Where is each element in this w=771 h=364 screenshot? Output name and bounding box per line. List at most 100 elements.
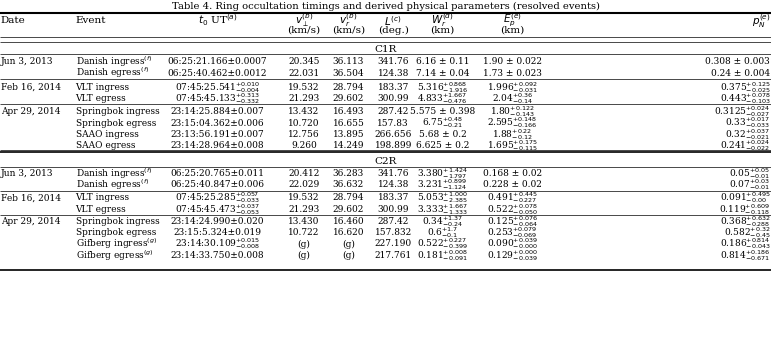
Text: 6.75$^{+0.48}_{-0.21}$: 6.75$^{+0.48}_{-0.21}$ xyxy=(422,115,463,130)
Text: VLT egress: VLT egress xyxy=(76,94,126,103)
Text: VLT ingress: VLT ingress xyxy=(76,83,130,92)
Text: 28.794: 28.794 xyxy=(333,194,364,202)
Text: 300.99: 300.99 xyxy=(378,205,409,214)
Text: 28.794: 28.794 xyxy=(333,83,364,92)
Text: 19.532: 19.532 xyxy=(288,83,319,92)
Text: VLT egress: VLT egress xyxy=(76,205,126,214)
Text: $W_r^{(d)}$: $W_r^{(d)}$ xyxy=(431,12,454,29)
Text: Springbok ingress: Springbok ingress xyxy=(76,107,160,116)
Text: (g): (g) xyxy=(298,251,310,260)
Text: 13.895: 13.895 xyxy=(332,130,365,139)
Text: $t_0$ UT$^{(a)}$: $t_0$ UT$^{(a)}$ xyxy=(197,13,237,28)
Text: 287.42: 287.42 xyxy=(378,107,409,116)
Text: SAAO egress: SAAO egress xyxy=(76,141,135,150)
Text: 23:15:5.324±0.019: 23:15:5.324±0.019 xyxy=(173,228,261,237)
Text: 2.04$^{+0.36}_{-0.14}$: 2.04$^{+0.36}_{-0.14}$ xyxy=(492,91,534,106)
Text: 157.83: 157.83 xyxy=(377,119,409,127)
Text: $E_p^{(e)}$: $E_p^{(e)}$ xyxy=(503,12,522,29)
Text: Gifberg ingress$^{(g)}$: Gifberg ingress$^{(g)}$ xyxy=(76,237,157,251)
Text: $p_N^{(e)}$: $p_N^{(e)}$ xyxy=(752,12,770,29)
Text: (g): (g) xyxy=(342,251,355,260)
Text: 07:45:25.285$^{+0.057}_{-0.033}$: 07:45:25.285$^{+0.057}_{-0.033}$ xyxy=(175,190,260,205)
Text: 29.602: 29.602 xyxy=(333,94,364,103)
Text: Event: Event xyxy=(76,16,106,25)
Text: 10.720: 10.720 xyxy=(288,119,319,127)
Text: 7.14 ± 0.04: 7.14 ± 0.04 xyxy=(416,68,470,78)
Text: Danish egress$^{(f)}$: Danish egress$^{(f)}$ xyxy=(76,178,149,192)
Text: 0.119$^{+0.609}_{-0.118}$: 0.119$^{+0.609}_{-0.118}$ xyxy=(719,202,770,217)
Text: 16.620: 16.620 xyxy=(333,228,364,237)
Text: Springbok ingress: Springbok ingress xyxy=(76,217,160,226)
Text: 1.73 ± 0.023: 1.73 ± 0.023 xyxy=(483,68,542,78)
Text: 07:45:45.133$^{+0.313}_{-0.332}$: 07:45:45.133$^{+0.313}_{-0.332}$ xyxy=(175,91,260,106)
Text: 0.05$^{+0.05}_{-0.01}$: 0.05$^{+0.05}_{-0.01}$ xyxy=(729,166,770,181)
Text: 183.37: 183.37 xyxy=(378,83,409,92)
Text: 266.656: 266.656 xyxy=(375,130,412,139)
Text: Jun 3, 2013: Jun 3, 2013 xyxy=(1,57,53,66)
Text: 07:45:25.541$^{+0.010}_{-0.004}$: 07:45:25.541$^{+0.010}_{-0.004}$ xyxy=(175,80,260,95)
Text: 300.99: 300.99 xyxy=(378,94,409,103)
Text: $v_r^{(b)}$: $v_r^{(b)}$ xyxy=(339,12,358,29)
Text: 5.316$^{+0.868}_{-1.916}$: 5.316$^{+0.868}_{-1.916}$ xyxy=(417,80,468,95)
Text: 36.283: 36.283 xyxy=(333,169,364,178)
Text: 23:14:30.109$^{+0.015}_{-0.008}$: 23:14:30.109$^{+0.015}_{-0.008}$ xyxy=(175,237,260,252)
Text: Jun 3, 2013: Jun 3, 2013 xyxy=(1,169,53,178)
Text: 124.38: 124.38 xyxy=(378,68,409,78)
Text: 0.814$^{+0.186}_{-0.671}$: 0.814$^{+0.186}_{-0.671}$ xyxy=(719,248,770,263)
Text: 5.053$^{+1.000}_{-2.385}$: 5.053$^{+1.000}_{-2.385}$ xyxy=(417,190,468,205)
Text: 06:25:21.166±0.0007: 06:25:21.166±0.0007 xyxy=(167,57,268,66)
Text: 0.582$^{+0.32}_{-0.45}$: 0.582$^{+0.32}_{-0.45}$ xyxy=(724,225,770,240)
Text: 0.253$^{+0.079}_{-0.069}$: 0.253$^{+0.079}_{-0.069}$ xyxy=(487,225,538,240)
Text: 2.595$^{+0.148}_{-0.166}$: 2.595$^{+0.148}_{-0.166}$ xyxy=(487,115,538,130)
Text: 1.80$^{+0.122}_{-0.143}$: 1.80$^{+0.122}_{-0.143}$ xyxy=(490,104,535,119)
Text: (g): (g) xyxy=(342,240,355,249)
Text: 07:45:45.473$^{+0.037}_{-0.053}$: 07:45:45.473$^{+0.037}_{-0.053}$ xyxy=(175,202,260,217)
Text: 14.249: 14.249 xyxy=(333,141,364,150)
Text: 1.996$^{+0.092}_{-0.031}$: 1.996$^{+0.092}_{-0.031}$ xyxy=(487,80,538,95)
Text: 20.345: 20.345 xyxy=(288,57,319,66)
Text: 0.129$^{+0.000}_{-0.039}$: 0.129$^{+0.000}_{-0.039}$ xyxy=(487,248,538,263)
Text: 1.695$^{+0.175}_{-0.115}$: 1.695$^{+0.175}_{-0.115}$ xyxy=(487,138,538,153)
Text: 06:25:40.847±0.006: 06:25:40.847±0.006 xyxy=(170,180,264,189)
Text: 5.68 ± 0.2: 5.68 ± 0.2 xyxy=(419,130,466,139)
Text: (g): (g) xyxy=(298,240,310,249)
Text: 0.090$^{+0.039}_{-0.000}$: 0.090$^{+0.039}_{-0.000}$ xyxy=(487,237,538,252)
Text: 0.6$^{+1.7}_{-0.1}$: 0.6$^{+1.7}_{-0.1}$ xyxy=(427,225,458,240)
Text: 0.24 ± 0.004: 0.24 ± 0.004 xyxy=(711,68,770,78)
Text: 287.42: 287.42 xyxy=(378,217,409,226)
Text: 10.722: 10.722 xyxy=(288,228,319,237)
Text: 157.832: 157.832 xyxy=(375,228,412,237)
Text: Danish ingress$^{(f)}$: Danish ingress$^{(f)}$ xyxy=(76,166,152,181)
Text: 0.125$^{+0.076}_{-0.064}$: 0.125$^{+0.076}_{-0.064}$ xyxy=(487,214,538,229)
Text: 0.34$^{+1.37}_{-0.24}$: 0.34$^{+1.37}_{-0.24}$ xyxy=(422,214,463,229)
Text: 0.091$^{+0.495}_{-0.00}$: 0.091$^{+0.495}_{-0.00}$ xyxy=(719,190,770,205)
Text: Feb 16, 2014: Feb 16, 2014 xyxy=(1,83,61,92)
Text: 1.90 ± 0.022: 1.90 ± 0.022 xyxy=(483,57,542,66)
Text: 217.761: 217.761 xyxy=(375,251,412,260)
Text: C2R: C2R xyxy=(374,157,397,166)
Text: 21.293: 21.293 xyxy=(288,94,319,103)
Text: 6.16 ± 0.11: 6.16 ± 0.11 xyxy=(416,57,470,66)
Text: Danish egress$^{(f)}$: Danish egress$^{(f)}$ xyxy=(76,66,149,80)
Text: 23:14:33.750±0.008: 23:14:33.750±0.008 xyxy=(170,251,264,260)
Text: 0.228 ± 0.02: 0.228 ± 0.02 xyxy=(483,180,542,189)
Text: (km/s): (km/s) xyxy=(332,25,365,35)
Text: 0.07$^{+0.03}_{-0.01}$: 0.07$^{+0.03}_{-0.01}$ xyxy=(729,177,770,192)
Text: 227.190: 227.190 xyxy=(375,240,412,249)
Text: 16.655: 16.655 xyxy=(332,119,365,127)
Text: 0.33$^{+0.017}_{-0.033}$: 0.33$^{+0.017}_{-0.033}$ xyxy=(726,115,770,130)
Text: 22.029: 22.029 xyxy=(288,180,319,189)
Text: 3.231$^{+0.899}_{-1.124}$: 3.231$^{+0.899}_{-1.124}$ xyxy=(417,177,468,192)
Text: 36.504: 36.504 xyxy=(332,68,365,78)
Text: 23:13:56.191±0.007: 23:13:56.191±0.007 xyxy=(170,130,264,139)
Text: 23:14:25.884±0.007: 23:14:25.884±0.007 xyxy=(170,107,264,116)
Text: 0.368$^{+0.632}_{-0.288}$: 0.368$^{+0.632}_{-0.288}$ xyxy=(719,214,770,229)
Text: 36.632: 36.632 xyxy=(333,180,364,189)
Text: 23:14:28.964±0.008: 23:14:28.964±0.008 xyxy=(170,141,264,150)
Text: 12.756: 12.756 xyxy=(288,130,320,139)
Text: 13.432: 13.432 xyxy=(288,107,319,116)
Text: 16.493: 16.493 xyxy=(333,107,364,116)
Text: 3.380$^{+1.424}_{-1.797}$: 3.380$^{+1.424}_{-1.797}$ xyxy=(417,166,468,181)
Text: 06:25:20.765±0.011: 06:25:20.765±0.011 xyxy=(170,169,264,178)
Text: SAAO ingress: SAAO ingress xyxy=(76,130,139,139)
